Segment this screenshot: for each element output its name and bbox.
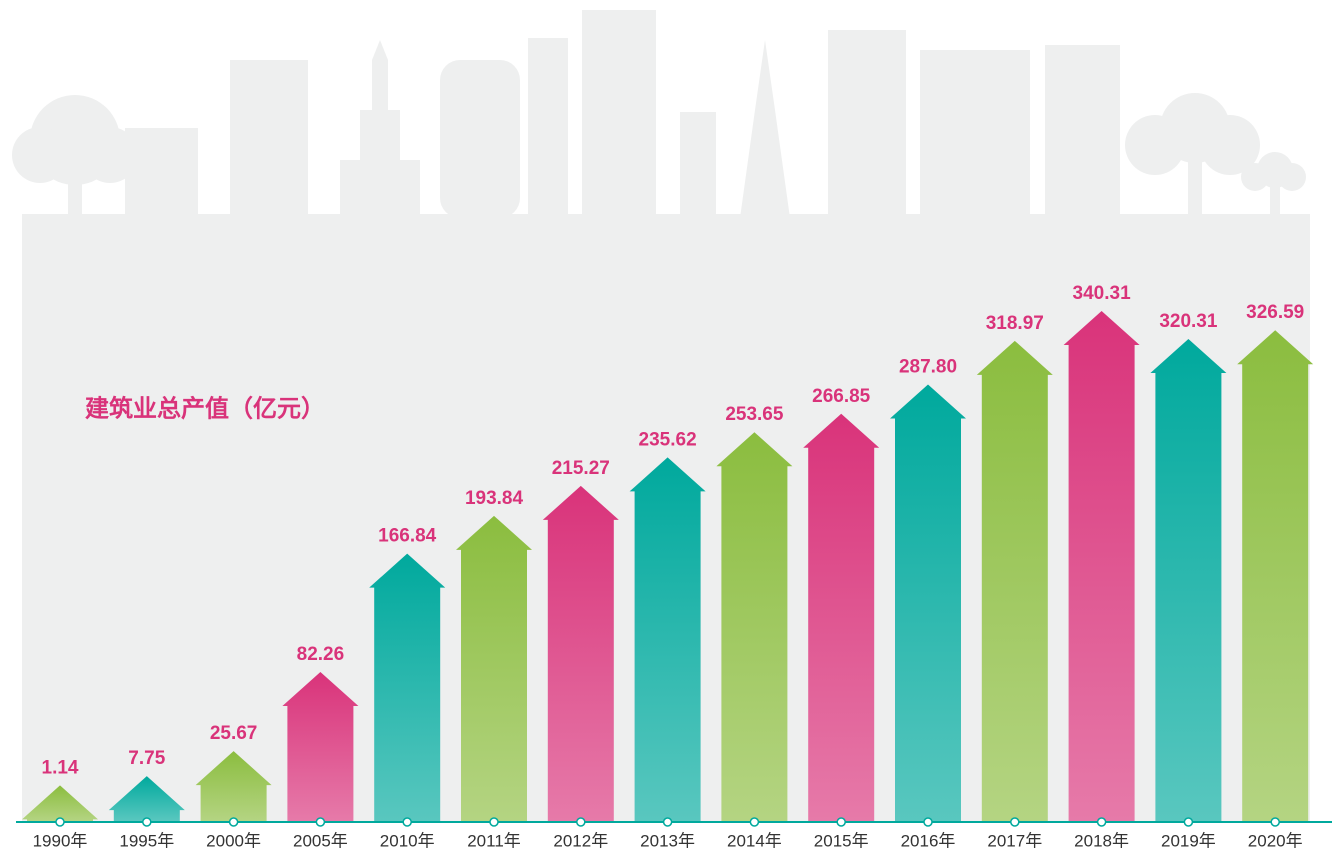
value-label: 193.84 <box>465 488 524 509</box>
tick-dot <box>577 818 585 826</box>
bar <box>369 554 445 821</box>
x-tick-label: 2017年 <box>987 831 1042 850</box>
x-tick-label: 2012年 <box>553 831 608 850</box>
bar <box>803 414 879 821</box>
tick-dot <box>230 818 238 826</box>
bar <box>1150 339 1226 821</box>
value-label: 25.67 <box>210 723 258 744</box>
value-label: 1.14 <box>42 757 79 778</box>
x-tick-label: 2020年 <box>1248 831 1303 850</box>
tick-dot <box>490 818 498 826</box>
bar <box>1237 330 1313 821</box>
tick-dot <box>143 818 151 826</box>
x-tick-label: 1995年 <box>119 831 174 850</box>
x-tick-label: 2005年 <box>293 831 348 850</box>
tick-dot <box>1011 818 1019 826</box>
tick-dot <box>837 818 845 826</box>
value-label: 287.80 <box>899 356 957 377</box>
bar <box>890 384 966 821</box>
x-tick-label: 2018年 <box>1074 831 1129 850</box>
value-label: 266.85 <box>812 386 871 407</box>
value-label: 326.59 <box>1246 302 1304 323</box>
tick-dot <box>1184 818 1192 826</box>
x-tick-label: 2019年 <box>1161 831 1216 850</box>
bar <box>456 516 532 821</box>
x-tick-label: 2013年 <box>640 831 695 850</box>
value-label: 235.62 <box>639 429 697 450</box>
x-tick-label: 2010年 <box>380 831 435 850</box>
tick-dot <box>56 818 64 826</box>
value-label: 320.31 <box>1159 311 1218 332</box>
x-tick-label: 2016年 <box>901 831 956 850</box>
bar <box>630 457 706 821</box>
value-label: 318.97 <box>986 313 1044 334</box>
x-tick-label: 2011年 <box>467 831 521 850</box>
value-label: 253.65 <box>725 404 784 425</box>
value-label: 82.26 <box>297 644 345 665</box>
x-tick-label: 2014年 <box>727 831 782 850</box>
value-label: 166.84 <box>378 526 437 547</box>
x-tick-label: 1990年 <box>33 831 88 850</box>
tick-dot <box>750 818 758 826</box>
bar <box>977 341 1053 821</box>
chart-title: 建筑业总产值（亿元） <box>85 394 325 422</box>
tick-dot <box>664 818 672 826</box>
tick-dot <box>1271 818 1279 826</box>
bar <box>1064 311 1140 821</box>
bar <box>543 486 619 821</box>
chart: 建筑业总产值（亿元） 1.14 1990年 7.75 1995年 25.67 2000年 8… <box>0 0 1332 856</box>
x-tick-label: 2000年 <box>206 831 261 850</box>
x-tick-label: 2015年 <box>814 831 869 850</box>
value-label: 215.27 <box>552 458 610 479</box>
tick-dot <box>403 818 411 826</box>
tick-dot <box>924 818 932 826</box>
bar <box>716 432 792 821</box>
value-label: 340.31 <box>1073 283 1132 304</box>
value-label: 7.75 <box>128 748 165 769</box>
tick-dot <box>316 818 324 826</box>
tick-dot <box>1098 818 1106 826</box>
